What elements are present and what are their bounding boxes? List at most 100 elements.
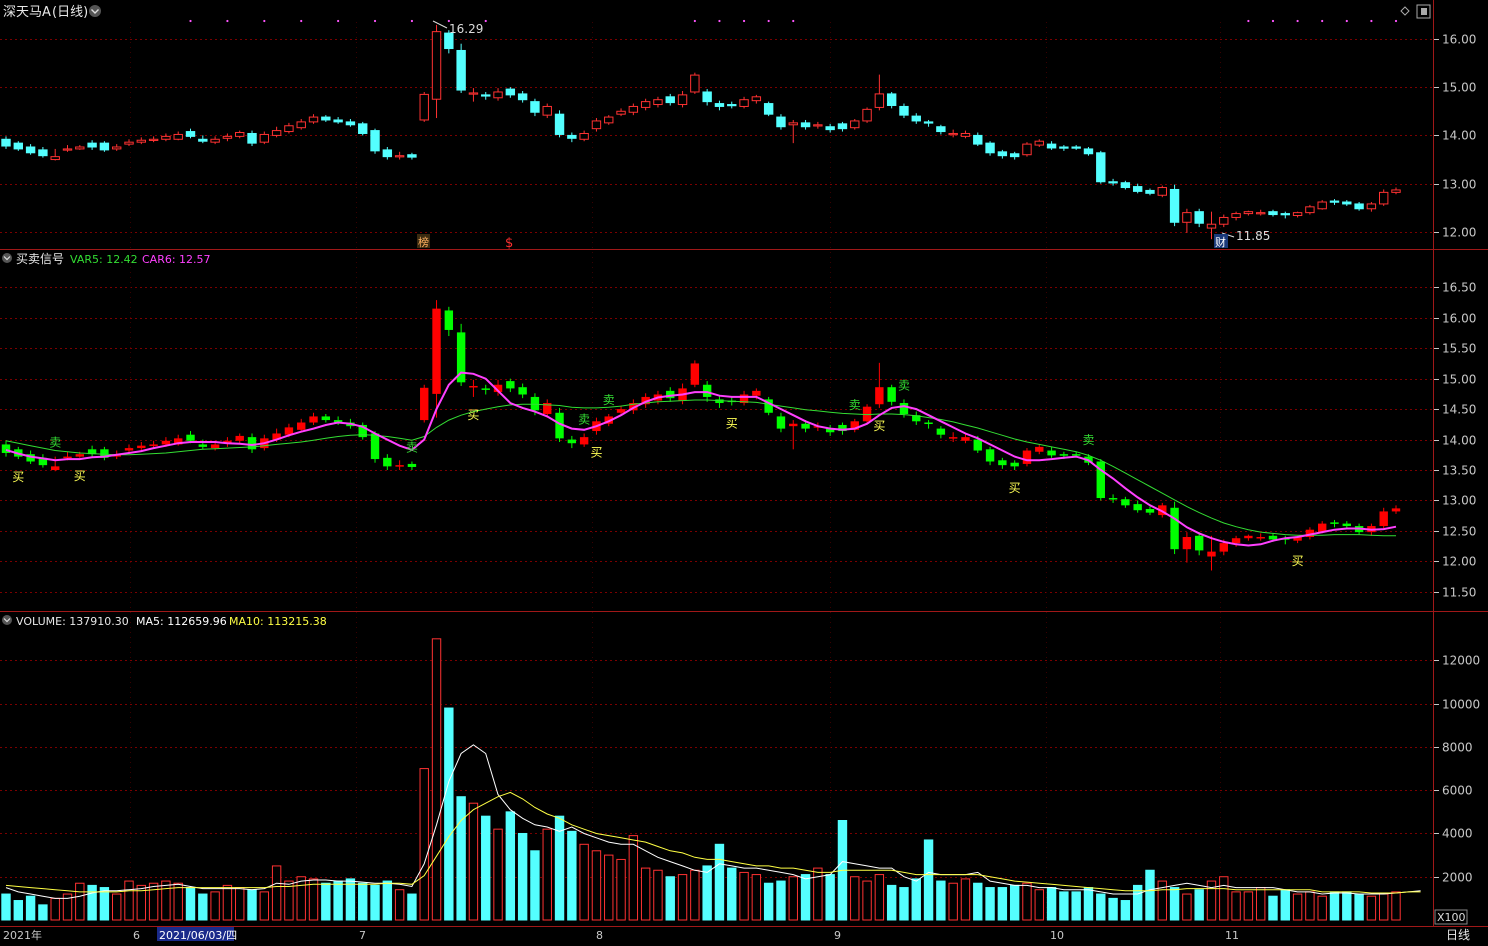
signal-bar-down	[1071, 454, 1081, 456]
candle-down	[936, 126, 946, 133]
indicator-tick-label: 16.00	[1442, 312, 1476, 326]
volume-bar-down	[727, 867, 737, 921]
year-label: 2021年	[3, 928, 42, 942]
high-label: 16.29	[449, 22, 483, 36]
unit-box	[1434, 909, 1468, 925]
volume-bar-up	[739, 871, 749, 921]
buy-signal-label: 买	[12, 470, 24, 484]
volume-bar-up	[677, 874, 688, 921]
event-marker-cai[interactable]: 财	[1214, 234, 1228, 249]
candle-up	[1034, 140, 1044, 146]
candle-down	[911, 115, 921, 122]
volume-bar-down	[1169, 887, 1180, 921]
signal-bar-up	[149, 444, 158, 446]
event-dot	[693, 19, 696, 23]
volume-bar-down	[1083, 887, 1094, 921]
volume-bar-up	[948, 882, 958, 921]
indicator-tick-label: 14.50	[1442, 403, 1476, 417]
sell-signal-label: 卖	[898, 378, 910, 392]
stock-title: 深天马A	[3, 5, 51, 20]
signal-bar-down	[530, 396, 540, 411]
signal-bar-up	[1391, 508, 1401, 512]
candle-up	[1366, 203, 1377, 210]
candle-up	[640, 101, 651, 108]
volume-bar-up	[112, 893, 122, 921]
signal-bar-up	[161, 440, 171, 445]
signal-bar-down	[407, 463, 417, 467]
signal-bar-down	[702, 384, 712, 397]
candle-down	[1120, 182, 1131, 189]
volume-chevron-icon[interactable]	[2, 615, 12, 625]
candle-up	[850, 120, 860, 129]
volume-bar-up	[62, 893, 73, 921]
low-label: 11.85	[1236, 229, 1270, 243]
volume-bar-down	[1132, 884, 1143, 921]
volume-bar-up	[235, 887, 245, 921]
volume-bar-down	[567, 830, 577, 921]
candle-down	[358, 123, 368, 134]
signal-bar-up	[1219, 543, 1228, 552]
window-icon[interactable]	[1416, 4, 1431, 19]
candle-down	[1046, 143, 1057, 149]
candle-down	[1268, 211, 1278, 216]
indicator-chevron-icon[interactable]	[2, 253, 12, 263]
event-dot	[226, 19, 229, 23]
volume-bar-up	[1366, 895, 1377, 921]
signal-bar-up	[850, 421, 859, 430]
candle-down	[1096, 152, 1106, 183]
volume-bar-down	[1145, 869, 1155, 921]
period-button[interactable]: 日线	[1446, 928, 1470, 942]
event-dot	[1345, 19, 1348, 23]
diamond-icon[interactable]	[1400, 6, 1410, 16]
volume-bar-down	[382, 880, 393, 921]
volume-bar-up	[1182, 893, 1192, 921]
volume-ma10-line	[5, 791, 1421, 894]
sell-signal-label: 卖	[1082, 433, 1094, 447]
price-candles	[1, 19, 1401, 240]
signal-bar-down	[899, 403, 909, 414]
signal-bar-down	[715, 399, 724, 404]
volume-bar-down	[825, 874, 835, 921]
candle-up	[1391, 189, 1401, 193]
month-label-7: 7	[359, 929, 366, 942]
volume-tick-label: 8000	[1442, 741, 1473, 755]
volume-bar-up	[296, 876, 306, 921]
signal-bar-down	[1059, 454, 1069, 456]
volume-bar-down	[1354, 893, 1364, 921]
signal-bar-up	[420, 387, 429, 421]
signal-bar-down	[38, 457, 48, 466]
selected-date-box[interactable]	[157, 927, 234, 941]
candle-down	[1342, 201, 1352, 205]
candle-up	[173, 133, 183, 140]
signal-bar-up	[1035, 446, 1044, 452]
volume-bar-up	[653, 869, 663, 921]
candle-down	[1194, 211, 1204, 224]
candle-down	[247, 132, 257, 144]
event-dot	[1321, 19, 1324, 23]
candle-down	[923, 121, 934, 124]
period-label: (日线)	[52, 5, 88, 20]
volume-bar-up	[222, 884, 233, 921]
signal-bar-up	[51, 466, 60, 471]
volume-bar-up	[1022, 882, 1032, 921]
signal-bar-down	[506, 381, 515, 389]
candle-up	[431, 31, 442, 100]
volume-tick-label: 12000	[1442, 654, 1480, 668]
signal-bar-up	[1244, 535, 1253, 539]
volume-tick-label: 4000	[1442, 827, 1473, 841]
event-marker-dollar[interactable]: $	[505, 236, 513, 251]
candle-down	[345, 121, 356, 126]
candle-down	[333, 119, 343, 123]
volume-bar-down	[358, 882, 368, 921]
event-dot	[337, 19, 340, 23]
volume-bar-up	[591, 850, 602, 921]
volume-bar-down	[985, 887, 995, 921]
candle-down	[714, 103, 725, 107]
signal-bar-up	[1231, 538, 1241, 544]
signal-bar-down	[321, 416, 331, 421]
chevron-down-icon[interactable]	[89, 5, 101, 17]
event-marker-bang[interactable]: 榜	[417, 234, 430, 249]
car6-label: CAR6: 12.57	[142, 253, 211, 266]
signal-bar-up	[752, 390, 761, 396]
